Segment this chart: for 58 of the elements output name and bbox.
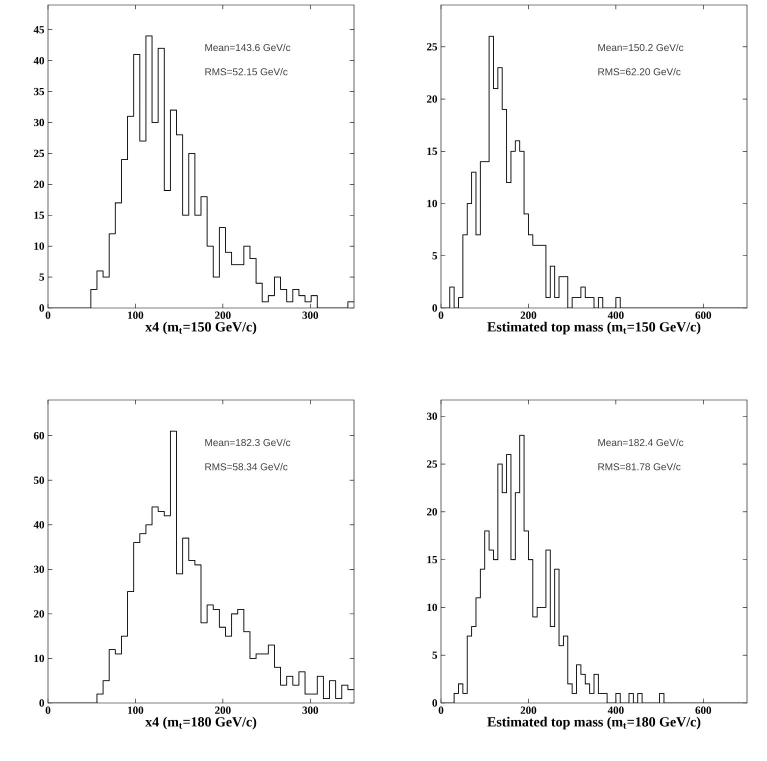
y-tick-label: 40 — [34, 56, 44, 64]
y-tick-label: 25 — [426, 43, 438, 50]
y-tick-label: 20 — [34, 610, 44, 618]
y-tick-label: 20 — [426, 508, 438, 516]
y-tick-label: 10 — [427, 200, 438, 208]
x-axis-title: x4 (m$_{t}$=150 GeV/c) — [145, 322, 256, 334]
annotation: Mean=182.4 GeV/c — [598, 438, 684, 446]
y-tick-label: 35 — [34, 88, 44, 96]
x-tick-label: 400 — [608, 706, 624, 714]
y-tick-label: 25 — [426, 460, 438, 468]
y-tick-label: 30 — [34, 566, 44, 574]
y-tick-label: 10 — [34, 654, 44, 662]
annotation: RMS=81.78 GeV/c — [598, 462, 681, 470]
x-tick-label: 400 — [608, 312, 624, 319]
y-tick-label: 15 — [34, 212, 44, 219]
annotation: RMS=58.34 GeV/c — [205, 463, 288, 470]
annotation: Mean=182.3 GeV/c — [205, 438, 290, 446]
y-tick-label: 15 — [427, 556, 438, 564]
y-tick-label: 5 — [432, 652, 438, 659]
y-tick-label: 20 — [426, 95, 438, 103]
y-tick-label: 0 — [432, 699, 438, 707]
y-tick-label: 30 — [34, 118, 44, 126]
y-tick-label: 0 — [432, 304, 438, 312]
x-tick-label: 200 — [215, 312, 231, 319]
y-tick-label: 40 — [34, 521, 44, 528]
x-tick-label: 0 — [46, 312, 50, 319]
y-tick-label: 30 — [426, 412, 438, 420]
annotation: Mean=150.2 GeV/c — [598, 44, 684, 52]
x-tick-label: 200 — [520, 706, 536, 714]
x-axis-title: Estimated top mass (m$_{t}$=150 GeV/c) — [487, 322, 700, 334]
x-axis-title: Estimated top mass (m$_{t}$=180 GeV/c) — [487, 716, 700, 730]
x-tick-label: 0 — [46, 706, 50, 714]
x-tick-label: 100 — [128, 706, 144, 714]
y-tick-label: 45 — [34, 26, 44, 34]
x-tick-label: 200 — [215, 706, 231, 714]
y-tick-label: 10 — [427, 604, 438, 612]
y-tick-label: 60 — [34, 432, 44, 440]
y-tick-label: 20 — [34, 180, 44, 188]
x-tick-label: 200 — [520, 312, 536, 319]
x-tick-label: 600 — [695, 706, 712, 714]
x-tick-label: 600 — [695, 312, 712, 319]
y-tick-label: 50 — [34, 476, 44, 484]
y-tick-label: 0 — [39, 304, 44, 312]
x-tick-label: 0 — [438, 706, 444, 714]
annotation: Mean=143.6 GeV/c — [205, 44, 290, 52]
x-tick-label: 300 — [302, 706, 318, 714]
y-tick-label: 5 — [39, 273, 44, 281]
y-tick-label: 5 — [432, 252, 438, 260]
annotation: RMS=52.15 GeV/c — [205, 68, 288, 76]
x-tick-label: 300 — [302, 312, 318, 319]
x-axis-title: x4 (m$_{t}$=180 GeV/c) — [145, 716, 256, 730]
y-tick-label: 15 — [427, 148, 438, 155]
x-tick-label: 100 — [128, 312, 144, 319]
x-tick-label: 0 — [438, 312, 444, 319]
y-tick-label: 0 — [39, 699, 44, 707]
y-tick-label: 10 — [34, 242, 44, 250]
y-tick-label: 25 — [34, 150, 44, 158]
annotation: RMS=62.20 GeV/c — [598, 68, 681, 76]
